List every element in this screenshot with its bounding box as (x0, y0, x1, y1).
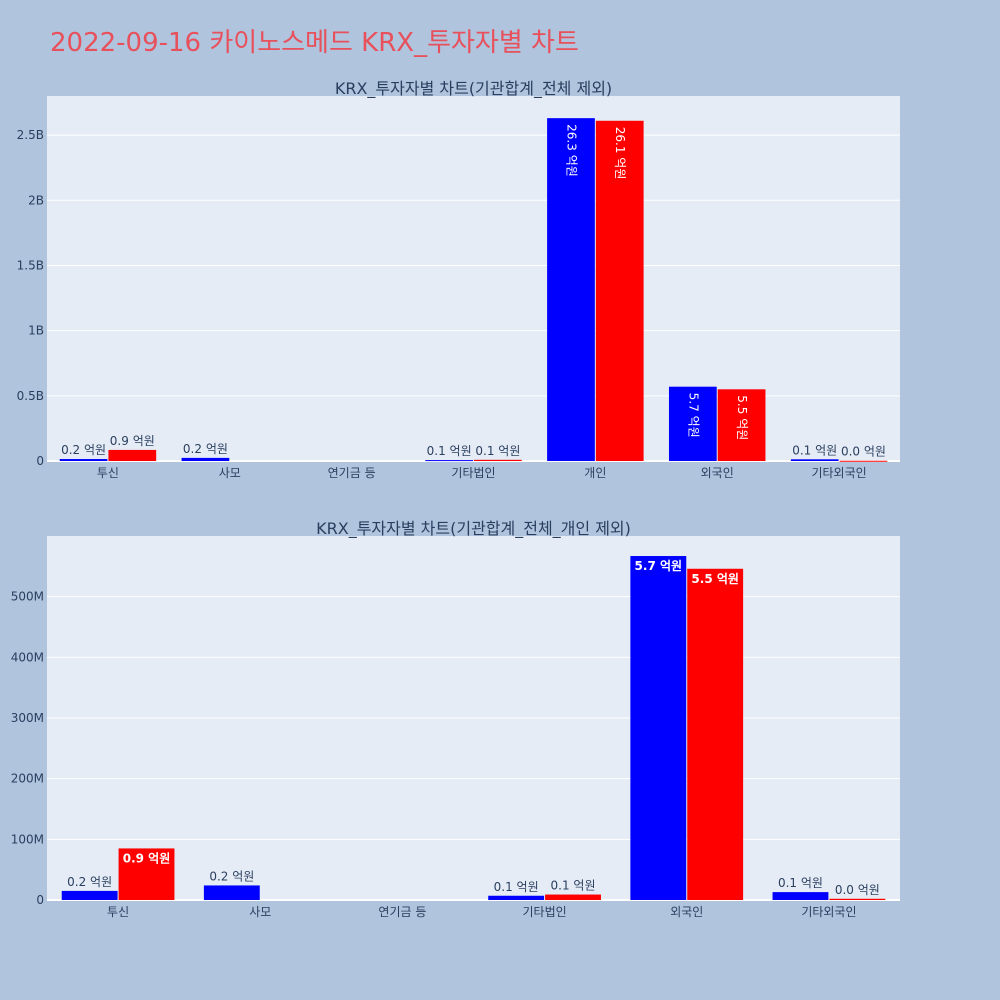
page-title: 2022-09-16 카이노스메드 KRX_투자자별 차트 (50, 28, 579, 58)
data-label: 0.2 억원 (209, 869, 254, 883)
data-label: 0.9 억원 (123, 851, 171, 865)
data-label: 0.1 억원 (778, 876, 823, 890)
bar (630, 556, 687, 900)
bar (545, 894, 601, 900)
y-tick-label: 500M (11, 590, 44, 604)
data-label: 0.0 억원 (835, 883, 880, 897)
x-tick-label: 외국인 (701, 466, 734, 480)
data-label: 0.1 억원 (494, 880, 539, 894)
x-tick-label: 투신 (107, 905, 129, 919)
plot-area (47, 96, 900, 461)
x-tick-label: 기타법인 (522, 905, 566, 919)
y-tick-label: 0 (36, 454, 44, 468)
bar (474, 459, 522, 461)
y-tick-label: 200M (11, 772, 44, 786)
bar (61, 890, 118, 900)
data-label: 0.1 억원 (475, 444, 520, 458)
data-label: 5.5 억원 (735, 395, 749, 440)
x-tick-label: 기타법인 (451, 466, 495, 480)
data-label: 0.9 억원 (110, 434, 155, 448)
bar (425, 460, 473, 462)
data-label: 26.3 억원 (564, 124, 578, 177)
data-label: 0.1 억원 (551, 879, 596, 893)
y-tick-label: 2.5B (17, 128, 44, 142)
y-tick-label: 400M (11, 650, 44, 664)
bar (668, 386, 717, 461)
data-label: 5.5 억원 (691, 572, 739, 586)
data-label: 5.7 억원 (686, 393, 700, 438)
bar (488, 895, 545, 900)
bar (203, 885, 260, 900)
x-tick-label: 개인 (584, 466, 606, 480)
bar (829, 898, 886, 900)
data-label: 0.2 억원 (67, 875, 112, 889)
bar (595, 120, 644, 461)
x-tick-label: 투신 (97, 466, 119, 480)
bar (772, 892, 829, 900)
x-tick-label: 기타외국인 (801, 905, 856, 919)
chart-title: KRX_투자자별 차트(기관합계_전체_개인 제외) (316, 519, 631, 539)
x-tick-label: 기타외국인 (811, 466, 866, 480)
data-label: 0.0 억원 (841, 445, 886, 459)
bar (839, 460, 888, 462)
x-tick-label: 외국인 (670, 905, 703, 919)
x-tick-label: 연기금 등 (378, 905, 426, 919)
bar (181, 457, 230, 461)
bar (790, 459, 839, 461)
data-label: 0.2 억원 (183, 442, 228, 456)
data-label: 0.1 억원 (427, 444, 472, 458)
y-tick-label: 100M (11, 832, 44, 846)
data-label: 0.1 억원 (792, 443, 837, 457)
x-tick-label: 연기금 등 (328, 466, 376, 480)
bar (59, 459, 108, 461)
bar (717, 389, 766, 461)
y-tick-label: 0 (36, 893, 44, 907)
y-tick-label: 300M (11, 711, 44, 725)
bar (118, 848, 175, 900)
y-tick-label: 1B (28, 324, 44, 338)
x-tick-label: 사모 (249, 905, 271, 919)
bar (547, 118, 595, 462)
chart-title: KRX_투자자별 차트(기관합계_전체 제외) (335, 79, 612, 99)
data-label: 26.1 억원 (613, 127, 627, 180)
x-tick-label: 사모 (219, 466, 241, 480)
data-label: 0.2 억원 (61, 443, 106, 457)
y-tick-label: 0.5B (17, 389, 44, 403)
y-tick-label: 2B (28, 193, 44, 207)
bar (687, 568, 744, 900)
data-label: 5.7 억원 (635, 559, 683, 573)
y-tick-label: 1.5B (17, 258, 44, 272)
bar (108, 449, 157, 461)
